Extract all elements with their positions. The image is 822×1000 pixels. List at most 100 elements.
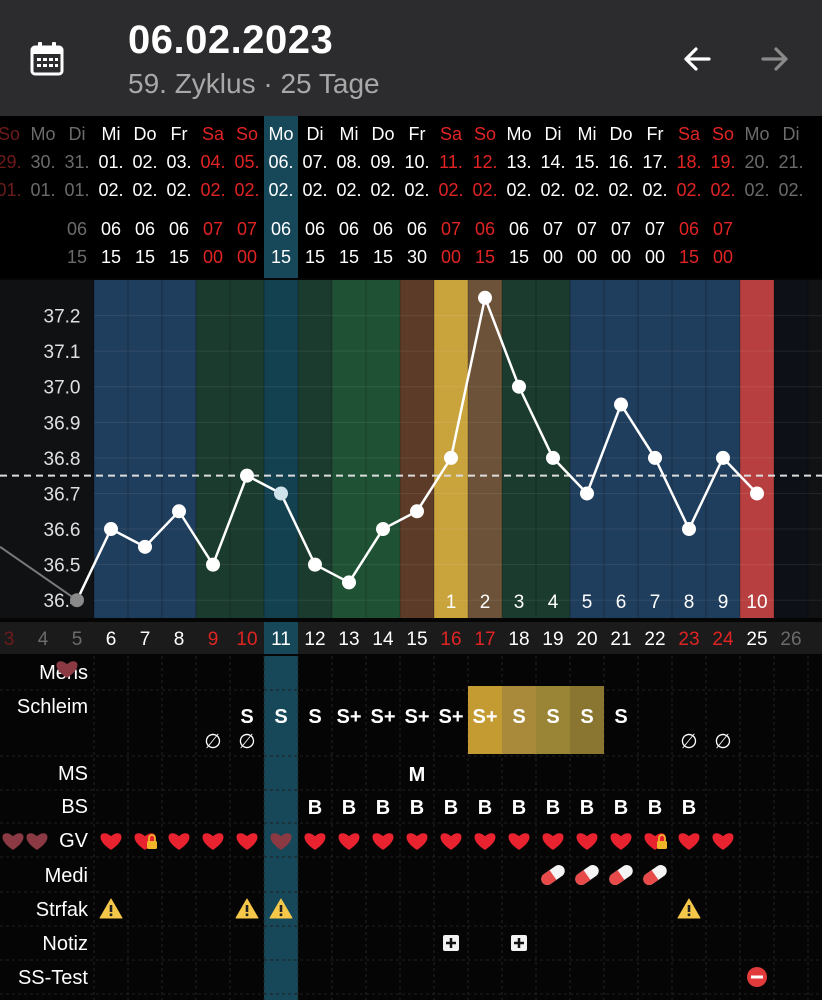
heart-icon[interactable]: [236, 833, 258, 850]
day-weekday: So: [0, 124, 20, 144]
lock-shackle: [148, 834, 156, 841]
measure-minute: 00: [645, 247, 665, 267]
temperature-point[interactable]: [546, 450, 560, 465]
day-month: 02.: [676, 180, 701, 200]
pill-icon[interactable]: [539, 863, 567, 888]
day-date: 04.: [200, 152, 225, 172]
bs-value: B: [444, 797, 458, 819]
heart-icon[interactable]: [372, 833, 394, 850]
temperature-point[interactable]: [410, 504, 424, 519]
temperature-point[interactable]: [172, 504, 186, 519]
heart-icon[interactable]: [576, 833, 598, 850]
mucus-dry-value: ∅: [714, 731, 731, 753]
heart-icon[interactable]: [406, 833, 428, 850]
pill-icon[interactable]: [641, 863, 669, 888]
measure-hour: 07: [543, 219, 563, 239]
temperature-point[interactable]: [240, 468, 254, 483]
temperature-point[interactable]: [104, 522, 118, 537]
cycle-day: 7: [140, 629, 151, 650]
measure-minute: 15: [101, 247, 121, 267]
cycle-day: 6: [106, 629, 117, 650]
temperature-point[interactable]: [682, 522, 696, 537]
heart-icon[interactable]: [168, 833, 190, 850]
cycle-day: 20: [576, 629, 597, 650]
y-tick-label: 37.1: [44, 342, 81, 363]
cycle-day: 4: [38, 629, 49, 650]
bs-value: B: [580, 797, 594, 819]
mucus-dry-value: ∅: [204, 731, 221, 753]
heart-icon[interactable]: [610, 833, 632, 850]
temperature-point[interactable]: [70, 593, 84, 608]
temperature-point[interactable]: [138, 539, 152, 554]
day-date: 17.: [642, 152, 667, 172]
measure-minute: 15: [679, 247, 699, 267]
cycle-day: 8: [174, 629, 185, 650]
day-date: 12.: [472, 152, 497, 172]
note-plus: [446, 938, 456, 948]
cycle-day: 11: [271, 629, 291, 650]
temperature-point[interactable]: [614, 397, 628, 412]
cycle-day: 15: [406, 629, 427, 650]
temperature-point[interactable]: [750, 486, 764, 501]
day-date: 11.: [439, 152, 463, 172]
heart-icon[interactable]: [56, 661, 78, 678]
heart-icon[interactable]: [2, 833, 24, 850]
day-month: 02.: [438, 180, 463, 200]
post-ovulation-day: 5: [582, 592, 593, 613]
temperature-point[interactable]: [512, 379, 526, 394]
measure-hour: 06: [101, 219, 121, 239]
temperature-point[interactable]: [376, 522, 390, 537]
day-month: 02.: [778, 180, 803, 200]
calendar-icon: [30, 42, 64, 76]
temperature-point[interactable]: [716, 450, 730, 465]
day-weekday: Mo: [268, 124, 293, 144]
row-label: Notiz: [42, 933, 88, 955]
cycle-calendar[interactable]: So 29. 01. Mo 30. 01. Di 31. 01. 06 15 Mi 01. 02. 06 15…: [0, 116, 822, 1000]
previous-day-button[interactable]: [676, 38, 718, 80]
next-day-button[interactable]: [754, 38, 796, 80]
heart-icon[interactable]: [678, 833, 700, 850]
day-month: 02.: [574, 180, 599, 200]
measure-hour: 06: [679, 219, 699, 239]
temperature-point[interactable]: [308, 557, 322, 572]
pill-icon[interactable]: [573, 863, 601, 888]
heart-icon[interactable]: [26, 833, 48, 850]
phase-band: [672, 280, 706, 618]
day-month: 02.: [744, 180, 769, 200]
heart-icon[interactable]: [100, 833, 122, 850]
pill-icon[interactable]: [607, 863, 635, 888]
arrow-right-icon: [761, 47, 788, 71]
heart-icon[interactable]: [270, 833, 292, 850]
day-month: 02.: [234, 180, 259, 200]
measure-minute: 00: [577, 247, 597, 267]
heart-icon[interactable]: [440, 833, 462, 850]
day-date: 20.: [744, 152, 769, 172]
calendar-button[interactable]: [26, 38, 68, 80]
heart-icon[interactable]: [712, 833, 734, 850]
temperature-point[interactable]: [444, 450, 458, 465]
phase-band: [366, 280, 400, 618]
heart-icon[interactable]: [338, 833, 360, 850]
heart-icon[interactable]: [542, 833, 564, 850]
temperature-point[interactable]: [274, 486, 288, 501]
heart-icon[interactable]: [508, 833, 530, 850]
temperature-point[interactable]: [342, 575, 356, 590]
bs-value: B: [682, 797, 696, 819]
temperature-point[interactable]: [648, 450, 662, 465]
heart-icon[interactable]: [474, 833, 496, 850]
day-date: 30.: [30, 152, 55, 172]
cycle-day: 26: [780, 629, 801, 650]
cycle-chart[interactable]: So29.01.Mo30.01.Di31.01.0615Mi01.02.0615…: [0, 116, 822, 1000]
measure-hour: 06: [475, 219, 495, 239]
temperature-point[interactable]: [580, 486, 594, 501]
temperature-point[interactable]: [206, 557, 220, 572]
temperature-point[interactable]: [478, 290, 492, 305]
heart-icon[interactable]: [202, 833, 224, 850]
measure-minute: 15: [373, 247, 393, 267]
day-weekday: Mo: [506, 124, 531, 144]
day-month: 02.: [200, 180, 225, 200]
heart-icon[interactable]: [304, 833, 326, 850]
measure-hour: 07: [611, 219, 631, 239]
day-date: 15.: [574, 152, 599, 172]
measure-minute: 00: [203, 247, 223, 267]
